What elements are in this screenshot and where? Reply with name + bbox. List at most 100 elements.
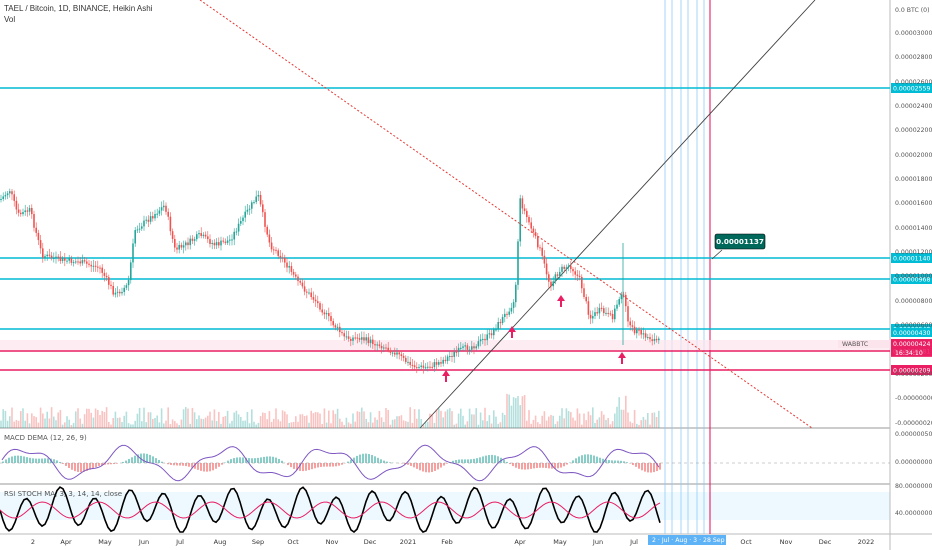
volume-bar (638, 424, 640, 428)
volume-bar (59, 410, 62, 428)
candle (4, 195, 7, 197)
level-tag-text: 0.00001140 (893, 256, 930, 263)
time-tick: Oct (740, 538, 752, 546)
candle (405, 357, 407, 363)
candle (581, 276, 583, 289)
volume-bar (561, 408, 563, 428)
candle (224, 241, 227, 243)
macd-histogram-bar (602, 458, 604, 463)
volume-bar (512, 397, 515, 428)
macd-histogram-bar (467, 459, 469, 463)
macd-histogram-bar (83, 463, 85, 472)
volume-bar (427, 421, 429, 428)
macd-histogram-bar (275, 457, 277, 463)
future-vertical-lines (664, 0, 711, 534)
descending-trend-line[interactable] (199, 0, 813, 429)
candle (147, 219, 150, 222)
macd-histogram-bar (641, 463, 643, 471)
candle (556, 274, 559, 276)
volume-bar (570, 412, 572, 428)
macd-histogram-bar (104, 463, 106, 465)
volume-bar (237, 414, 240, 428)
volume-bar (259, 416, 262, 428)
candle (92, 265, 95, 267)
candle (490, 333, 493, 336)
macd-histogram-bar (530, 463, 532, 469)
level-tag-text: 0.00002559 (893, 86, 930, 93)
candle (600, 307, 603, 309)
candle (614, 308, 616, 320)
candle (446, 356, 449, 362)
candle (167, 211, 169, 217)
volume-bar (268, 411, 271, 428)
volume-bar (394, 419, 396, 428)
macd-histogram-bar (350, 459, 352, 463)
macd-histogram-bar (458, 459, 460, 463)
volume-bar (350, 423, 352, 428)
volume-bar (490, 423, 493, 428)
macd-histogram-bar (386, 461, 388, 463)
volume-bar (559, 415, 561, 428)
volume-bar (299, 414, 301, 428)
macd-histogram-bar (380, 459, 382, 463)
candle (484, 338, 486, 341)
macd-histogram-bar (134, 455, 136, 463)
price-tick: -0.00000020 (895, 420, 932, 427)
time-axis: 2 Apr May Jun Jul Aug Sep Oct Nov Dec 2021 Feb Apr Ma… (31, 538, 874, 546)
volume-bar (343, 424, 345, 428)
volume-bar (510, 405, 513, 428)
volume-bar (66, 416, 68, 428)
volume-bar (625, 395, 627, 428)
macd-histogram-bar (473, 458, 475, 463)
macd-histogram-bar (329, 463, 331, 467)
candle (253, 202, 255, 204)
volume-bar (255, 424, 257, 428)
candle (11, 191, 13, 195)
candle (101, 267, 103, 273)
candle (475, 346, 477, 349)
volume-bar (605, 419, 607, 428)
candle (523, 208, 526, 211)
macd-histogram-bar (317, 463, 319, 468)
svg-text:0.00000430: 0.00000430 (893, 330, 930, 337)
macd-histogram-bar (338, 463, 340, 466)
candle (136, 229, 139, 231)
candle (233, 231, 235, 240)
volume-bar (563, 418, 565, 428)
volume-bar (266, 419, 268, 428)
macd-histogram-bar (518, 463, 520, 469)
candle (251, 202, 253, 209)
candle (132, 243, 134, 263)
macd-histogram-bar (23, 456, 25, 463)
candle (321, 309, 323, 313)
volume-bar (211, 420, 213, 428)
volume-bar (31, 413, 33, 428)
volume-bar (444, 411, 447, 428)
candle (466, 345, 469, 350)
volume-bar (174, 421, 176, 428)
volume-bar (35, 417, 37, 428)
macd-histogram-bar (2, 461, 4, 463)
macd-histogram-bar (254, 458, 256, 463)
candle (565, 267, 568, 269)
volume-bar (312, 413, 315, 428)
candle (209, 239, 211, 245)
candle (125, 285, 128, 288)
macd-histogram-bar (347, 461, 349, 463)
ascending-trend-line[interactable] (419, 0, 816, 429)
macd-histogram-bar (80, 463, 82, 473)
volume-bar (407, 421, 409, 428)
callout-label[interactable]: 0.00001137 (711, 233, 766, 260)
macd-histogram-bar (47, 458, 49, 463)
candle (334, 325, 337, 328)
candle (108, 277, 110, 285)
macd-histogram-bar (365, 453, 367, 463)
volume-bar (226, 410, 229, 428)
macd-histogram-bar (98, 463, 100, 466)
volume-bar (587, 411, 590, 428)
macd-histogram-bar (611, 460, 613, 463)
volume-bar (171, 419, 174, 428)
candle (343, 333, 345, 337)
candle (112, 286, 114, 295)
